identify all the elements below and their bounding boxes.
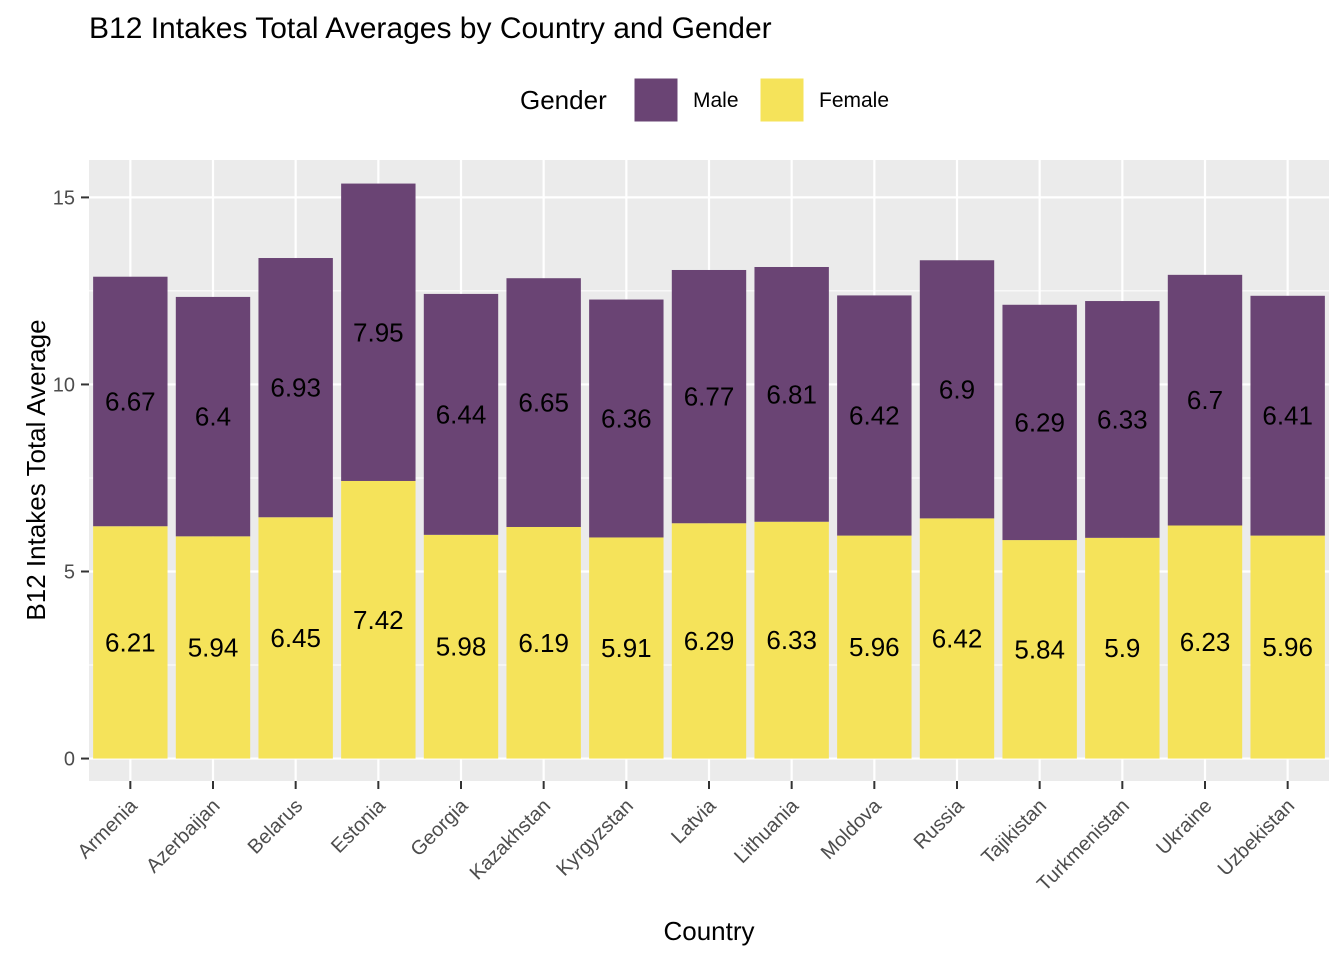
x-tick-label-azerbaijan: Azerbaijan [142, 795, 224, 877]
x-tick-label-ukraine: Ukraine [1152, 795, 1216, 859]
bar-female-latvia [671, 523, 747, 759]
bar-male-armenia [93, 276, 168, 527]
bar-female-lithuania [754, 521, 829, 759]
x-axis-title: Country [663, 916, 754, 946]
x-tick-label-latvia: Latvia [667, 794, 721, 848]
bar-female-turkmenistan [1085, 537, 1160, 759]
data-label-male-ukraine: 6.7 [1187, 385, 1223, 415]
bar-male-belarus [258, 258, 333, 518]
data-label-female-belarus: 6.45 [270, 623, 321, 653]
data-label-male-tajikistan: 6.29 [1014, 407, 1065, 437]
data-label-female-russia: 6.42 [932, 623, 983, 653]
data-label-male-russia: 6.9 [939, 374, 975, 404]
bar-male-georgia [423, 293, 499, 535]
y-tick-label: 15 [53, 187, 75, 209]
data-label-female-tajikistan: 5.84 [1014, 634, 1065, 664]
data-label-female-armenia: 6.21 [105, 627, 156, 657]
data-label-female-georgia: 5.98 [436, 632, 487, 662]
legend-label-female: Female [819, 89, 889, 112]
legend: Gender Male Female [520, 77, 889, 123]
data-label-male-moldova: 6.42 [849, 401, 900, 431]
bar-female-moldova [837, 535, 912, 759]
bar-female-ukraine [1167, 525, 1243, 759]
x-tick-label-belarus: Belarus [244, 795, 308, 859]
bar-female-tajikistan [1002, 540, 1077, 759]
x-tick-label-lithuania: Lithuania [730, 794, 804, 868]
bar-male-kyrgyzstan [589, 299, 664, 538]
bar-female-georgia [423, 534, 499, 759]
data-label-female-turkmenistan: 5.9 [1104, 633, 1140, 663]
y-tick-label: 5 [64, 562, 75, 584]
x-tick-label-tajikistan: Tajikistan [977, 795, 1051, 869]
data-label-female-kazakhstan: 6.19 [518, 628, 569, 658]
data-label-female-kyrgyzstan: 5.91 [601, 633, 652, 663]
bar-male-lithuania [754, 266, 829, 522]
bar-male-azerbaijan [175, 296, 251, 537]
y-tick-label: 10 [53, 374, 75, 396]
bar-female-kyrgyzstan [589, 537, 664, 759]
legend-label-male: Male [693, 89, 739, 112]
bar-male-turkmenistan [1085, 301, 1160, 538]
bar-male-moldova [837, 295, 912, 536]
data-label-female-uzbekistan: 5.96 [1262, 632, 1313, 662]
x-tick-label-kazakhstan: Kazakhstan [466, 795, 555, 884]
x-tick-label-uzbekistan: Uzbekistan [1214, 795, 1300, 881]
data-label-male-azerbaijan: 6.4 [195, 402, 231, 432]
x-tick-label-kyrgyzstan: Kyrgyzstan [552, 795, 638, 881]
data-label-female-lithuania: 6.33 [766, 625, 817, 655]
y-axis-title: B12 Intakes Total Average [21, 319, 51, 620]
data-label-male-latvia: 6.77 [684, 382, 735, 412]
data-label-male-estonia: 7.95 [353, 317, 404, 347]
y-tick-label: 0 [64, 749, 75, 771]
data-label-male-kazakhstan: 6.65 [518, 388, 569, 418]
data-label-female-latvia: 6.29 [684, 626, 735, 656]
data-label-male-armenia: 6.67 [105, 386, 156, 416]
bar-female-armenia [93, 526, 168, 759]
x-tick-label-georgia: Georgia [407, 794, 473, 860]
bar-female-azerbaijan [175, 536, 251, 759]
x-tick-label-russia: Russia [910, 794, 969, 853]
bar-male-uzbekistan [1250, 295, 1325, 536]
data-label-female-moldova: 5.96 [849, 632, 900, 662]
x-tick-label-armenia: Armenia [74, 794, 143, 863]
data-label-male-belarus: 6.93 [270, 373, 321, 403]
bar-male-tajikistan [1002, 304, 1077, 541]
bars [93, 183, 1325, 759]
bar-female-estonia [341, 480, 416, 759]
data-label-female-ukraine: 6.23 [1180, 627, 1231, 657]
legend-title: Gender [520, 85, 607, 115]
legend-key-male [633, 77, 679, 123]
data-label-female-azerbaijan: 5.94 [188, 632, 239, 662]
bar-male-russia [919, 260, 995, 519]
bar-labels: 6.21 6.67 5.94 6.4 6.45 6.93 7.42 7.95 5.98 6.44 6… [105, 317, 1313, 664]
bar-male-kazakhstan [506, 278, 581, 527]
x-axis: Armenia Azerbaijan Belarus Estonia GeorgiaKa… [74, 781, 1300, 896]
bar-male-estonia [341, 183, 416, 481]
data-label-female-estonia: 7.42 [353, 605, 404, 635]
bar-female-russia [919, 518, 995, 759]
data-label-male-uzbekistan: 6.41 [1262, 401, 1313, 431]
x-tick-label-estonia: Estonia [327, 794, 390, 857]
data-label-male-georgia: 6.44 [436, 399, 487, 429]
bar-female-uzbekistan [1250, 535, 1325, 759]
bar-male-ukraine [1167, 274, 1243, 526]
legend-key-female [759, 77, 805, 123]
chart-title: B12 Intakes Total Averages by Country an… [89, 12, 772, 45]
data-label-male-kyrgyzstan: 6.36 [601, 404, 652, 434]
bar-female-belarus [258, 517, 333, 759]
bar-male-latvia [671, 269, 747, 524]
y-axis: 0 5 10 15 [53, 187, 89, 771]
data-label-male-turkmenistan: 6.33 [1097, 404, 1148, 434]
x-tick-label-moldova: Moldova [817, 794, 887, 864]
data-label-male-lithuania: 6.81 [766, 379, 817, 409]
bar-female-kazakhstan [506, 526, 581, 759]
